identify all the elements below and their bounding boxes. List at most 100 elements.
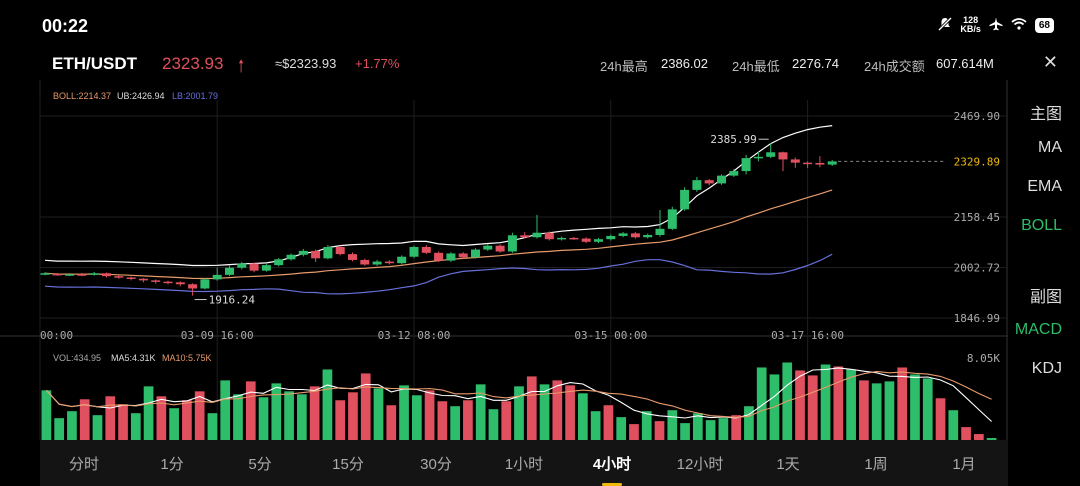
candle-body bbox=[495, 245, 505, 252]
candle-body bbox=[766, 152, 776, 157]
timeframe-tab[interactable]: 30分 bbox=[420, 455, 452, 473]
volume-bar bbox=[603, 405, 614, 440]
volume-bar bbox=[501, 401, 512, 440]
volume-bar bbox=[641, 411, 652, 440]
volume-bar bbox=[961, 427, 971, 440]
volume-bar bbox=[654, 421, 665, 440]
volume-bar bbox=[130, 413, 141, 440]
candle-body bbox=[667, 209, 677, 229]
candle-body bbox=[630, 233, 640, 238]
price-axis-label: 2002.72 bbox=[954, 261, 1000, 274]
boll-mid-line bbox=[44, 189, 833, 280]
timeframe-tab[interactable]: 1周 bbox=[864, 455, 888, 473]
timeframe-tab[interactable]: 分时 bbox=[68, 455, 99, 473]
volume-bar bbox=[258, 397, 269, 440]
candle-body bbox=[335, 246, 345, 255]
timeframe-tab[interactable]: 4小时 bbox=[568, 453, 656, 486]
timeframe-tab[interactable]: 15分 bbox=[332, 455, 364, 473]
volume-bar bbox=[41, 390, 52, 440]
volume-bar bbox=[820, 364, 831, 440]
candle-body bbox=[520, 235, 530, 238]
candle-body bbox=[643, 234, 653, 238]
candle-body bbox=[618, 233, 628, 236]
volume-bar bbox=[807, 375, 818, 440]
volume-bar bbox=[871, 383, 882, 440]
candle-body bbox=[532, 232, 542, 238]
volume-bar bbox=[910, 374, 920, 440]
volume-bar bbox=[922, 378, 933, 440]
candle-body bbox=[126, 277, 136, 279]
menu-boll[interactable]: BOLL bbox=[1021, 217, 1062, 234]
volume-bar bbox=[795, 370, 805, 440]
volume-bar bbox=[399, 385, 409, 440]
candle-body bbox=[815, 162, 825, 165]
candle-body bbox=[249, 263, 259, 271]
menu-sub-chart: 副图 bbox=[1029, 289, 1062, 306]
vol-legend: VOL:434.95 bbox=[53, 353, 102, 363]
menu-main-chart: 主图 bbox=[1029, 106, 1062, 123]
candle-body bbox=[40, 273, 50, 275]
candle-body bbox=[446, 253, 456, 261]
timeframe-tab[interactable]: 5分 bbox=[248, 455, 272, 473]
menu-ma[interactable]: MA bbox=[1038, 139, 1062, 156]
candle-body bbox=[274, 259, 284, 266]
candle-body bbox=[753, 156, 763, 159]
volume-bar bbox=[207, 413, 218, 440]
candle-body bbox=[114, 276, 124, 278]
volume-bar bbox=[616, 417, 627, 440]
menu-macd[interactable]: MACD bbox=[1014, 321, 1062, 338]
candle-body bbox=[237, 263, 247, 268]
volume-bar bbox=[386, 405, 397, 440]
candle-body bbox=[138, 278, 148, 281]
candle-body bbox=[581, 238, 591, 242]
volume-bar bbox=[245, 381, 256, 440]
current-price-box bbox=[946, 153, 1004, 170]
kline-chart[interactable]: 2469.90 2158.45 2002.72 1846.99 2329.89 2385.… bbox=[0, 80, 1008, 440]
lb-legend: LB:2001.79 bbox=[172, 91, 219, 101]
volume-bar bbox=[169, 408, 179, 440]
volume-bar bbox=[220, 380, 231, 440]
candle-body bbox=[311, 250, 321, 259]
volume-bar bbox=[360, 373, 371, 440]
candle-body bbox=[52, 273, 62, 276]
candle-body bbox=[483, 245, 493, 250]
volume-bar bbox=[859, 380, 869, 440]
timeframe-tab[interactable]: 1天 bbox=[776, 455, 800, 473]
volume-bar bbox=[897, 367, 908, 440]
menu-ema[interactable]: EMA bbox=[1027, 178, 1062, 195]
pair-title[interactable]: ETH/USDT bbox=[52, 54, 137, 73]
timeframe-tab[interactable]: 12小时 bbox=[676, 455, 724, 473]
candle-body bbox=[200, 279, 210, 289]
approx-price: ≈$2323.93 bbox=[275, 56, 337, 71]
candle-body bbox=[151, 280, 161, 282]
volume-bar bbox=[935, 398, 946, 440]
volume-bar bbox=[680, 423, 690, 440]
candle-body bbox=[89, 273, 99, 275]
menu-kdj[interactable]: KDJ bbox=[1031, 360, 1062, 377]
volume-bar bbox=[424, 390, 435, 440]
volume-bar bbox=[475, 384, 486, 440]
low-marker-label: 1916.24 bbox=[209, 294, 256, 307]
ma10-legend: MA10:5.75K bbox=[162, 353, 212, 363]
volume-bar bbox=[92, 415, 103, 440]
candle-body bbox=[680, 189, 690, 210]
timeframe-tab[interactable]: 1小时 bbox=[504, 455, 544, 473]
close-icon[interactable]: ✕ bbox=[1042, 52, 1058, 72]
volume-bar bbox=[348, 392, 358, 440]
volume-value: 607.614M bbox=[936, 56, 994, 71]
volume-bar bbox=[284, 391, 294, 440]
volume-bar bbox=[79, 399, 90, 440]
volume-bar bbox=[565, 385, 575, 440]
volume-label: 24h成交额 bbox=[864, 59, 925, 74]
timeframe-tab[interactable]: 1月 bbox=[952, 455, 976, 473]
candle-body bbox=[717, 175, 726, 184]
current-price-label: 2329.89 bbox=[954, 155, 1000, 168]
candle-body bbox=[102, 273, 111, 277]
timeframe-tab[interactable]: 1分 bbox=[160, 455, 184, 473]
price-change: +1.77% bbox=[355, 56, 400, 71]
volume-bar bbox=[296, 394, 307, 440]
candle-body bbox=[298, 250, 308, 255]
candle-body bbox=[421, 246, 431, 253]
volume-bar bbox=[744, 406, 754, 440]
volume-bar bbox=[271, 383, 282, 440]
